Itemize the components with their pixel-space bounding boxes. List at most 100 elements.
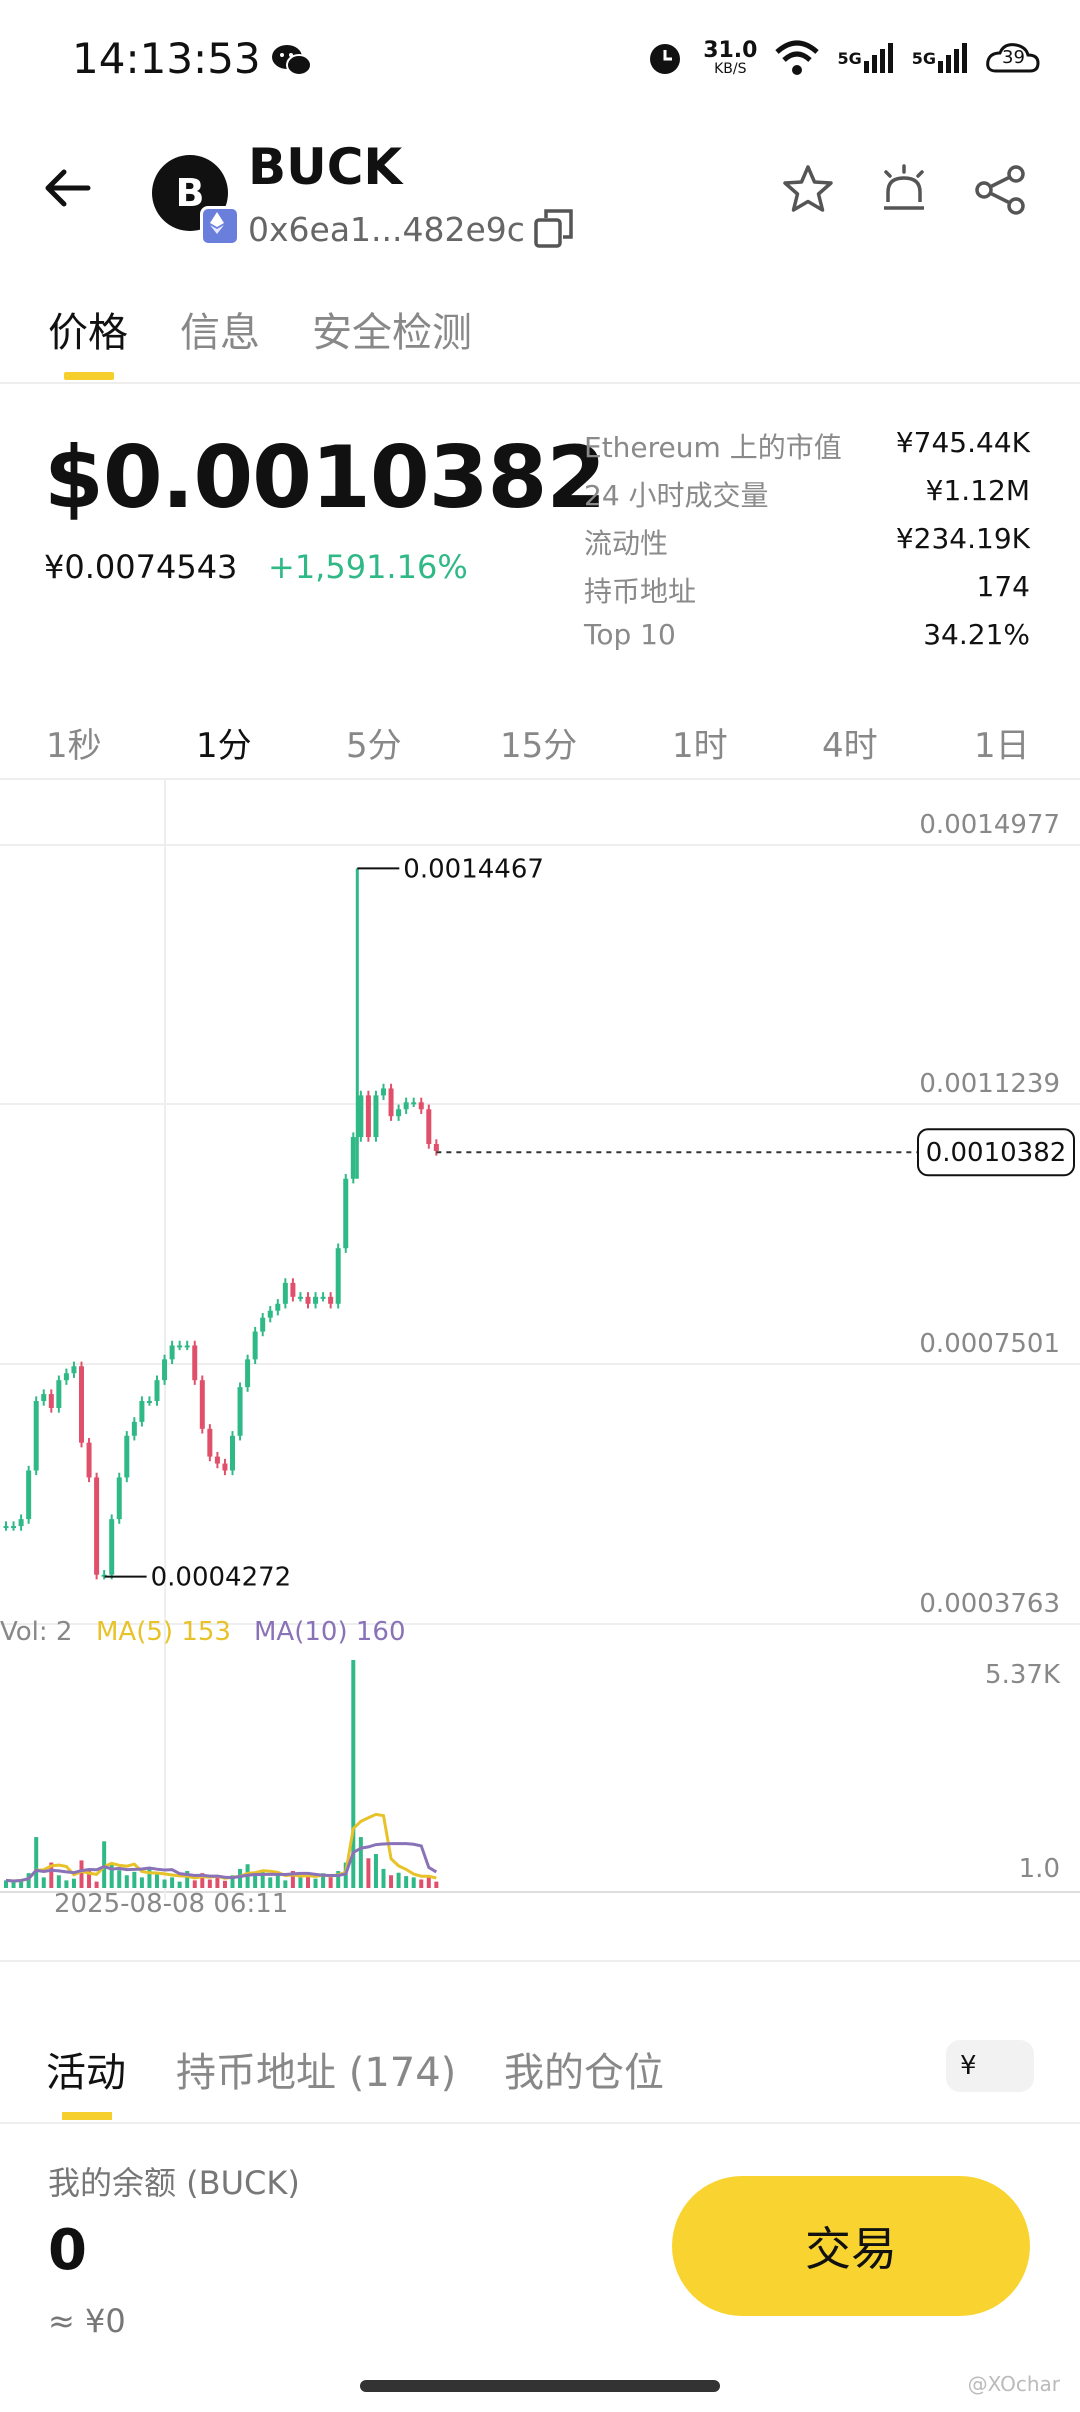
candle-body	[313, 1296, 319, 1304]
signal-2-label: 5G	[911, 48, 936, 68]
candle-body	[403, 1102, 409, 1110]
candle-body	[63, 1373, 69, 1381]
candle-body	[335, 1248, 341, 1304]
candle-body	[124, 1435, 130, 1478]
tab-holders[interactable]: 持币地址 (174)	[176, 2050, 457, 2096]
stat-label-market-cap: Ethereum 上的市值	[584, 431, 842, 464]
tab-info[interactable]: 信息	[180, 310, 260, 356]
candle-body	[373, 1095, 379, 1138]
volume-bar	[26, 1873, 31, 1888]
alarm-icon	[645, 38, 685, 78]
y-tick-label: 0.0014977	[919, 810, 1060, 840]
stat-label-top10: Top 10	[584, 618, 676, 651]
candle-body	[11, 1526, 17, 1529]
stat-label-volume: 24 小时成交量	[584, 479, 769, 512]
interval-1s[interactable]: 1秒	[46, 726, 102, 766]
volume-bar	[283, 1880, 288, 1888]
volume-bar	[351, 1660, 356, 1888]
trade-button[interactable]: 交易	[672, 2176, 1030, 2316]
wechat-icon	[270, 40, 314, 84]
watermark: @XOchar	[967, 2372, 1060, 2396]
candle-body	[222, 1463, 228, 1471]
price-chart[interactable]: 0.0014977 0.0011239 0.0007501 0.0003763 0.00…	[0, 780, 1080, 1920]
candle-body	[3, 1526, 9, 1529]
candle-body	[26, 1470, 32, 1520]
volume-bar	[124, 1875, 129, 1888]
volume-bar	[306, 1875, 310, 1888]
copy-address-button[interactable]	[532, 206, 576, 250]
candle-body	[433, 1144, 439, 1151]
interval-1m[interactable]: 1分	[196, 726, 252, 766]
favorite-button[interactable]	[780, 162, 836, 218]
interval-1d[interactable]: 1日	[974, 726, 1030, 766]
candle-body	[192, 1345, 198, 1381]
tab-my-position[interactable]: 我的仓位	[504, 2050, 664, 2096]
tab-security[interactable]: 安全检测	[312, 310, 472, 356]
candle-body	[418, 1102, 424, 1110]
candle-body	[101, 1574, 107, 1577]
stat-value-holders: 174	[976, 570, 1030, 603]
candle-body	[214, 1456, 220, 1464]
tab-price[interactable]: 价格	[48, 310, 128, 356]
home-indicator[interactable]	[360, 2380, 720, 2392]
volume-bar	[389, 1875, 394, 1888]
interval-5m[interactable]: 5分	[346, 726, 402, 766]
candle-body	[169, 1345, 175, 1360]
back-button[interactable]	[40, 160, 96, 216]
volume-bar	[117, 1870, 122, 1888]
volume-bar	[147, 1868, 152, 1888]
volume-bar	[79, 1860, 84, 1888]
volume-label: Vol: 2	[0, 1617, 72, 1647]
currency-toggle[interactable]: ¥	[946, 2040, 1034, 2092]
current-price-box	[917, 1128, 1075, 1177]
y-tick-label: 0.0007501	[919, 1329, 1060, 1359]
current-price-label: 0.0010382	[926, 1138, 1067, 1168]
signal-1-label: 5G	[837, 48, 862, 68]
candle-body	[184, 1345, 190, 1348]
tabs-divider	[0, 382, 1080, 384]
share-button[interactable]	[972, 162, 1028, 218]
volume-bar	[426, 1875, 431, 1888]
volume-bar	[275, 1874, 280, 1888]
volume-bar	[200, 1873, 205, 1888]
candle-body	[426, 1109, 432, 1145]
candle-body	[109, 1519, 115, 1575]
candle-body	[297, 1296, 303, 1299]
candle-body	[162, 1359, 168, 1381]
battery-level: 39	[1002, 47, 1025, 68]
y-tick-label: 0.0003763	[919, 1589, 1060, 1619]
candle-body	[154, 1380, 160, 1402]
interval-4h[interactable]: 4时	[822, 726, 878, 766]
price-alert-button[interactable]	[876, 162, 932, 218]
candle-body	[388, 1088, 394, 1117]
volume-bar	[419, 1879, 424, 1888]
ma10-label: MA(10) 160	[254, 1617, 405, 1647]
candle-body	[396, 1109, 402, 1117]
volume-min-label: 1.0	[1019, 1854, 1060, 1884]
candle-body	[199, 1380, 205, 1429]
ethereum-chain-icon	[200, 206, 240, 246]
tab-activity[interactable]: 活动	[46, 2050, 126, 2096]
volume-bar	[155, 1871, 159, 1888]
candle-body	[116, 1477, 122, 1520]
alarm-light-icon	[884, 164, 924, 210]
status-time: 14:13:53	[72, 34, 261, 83]
volume-bar	[4, 1880, 8, 1888]
candle-body	[86, 1442, 92, 1478]
y-tick-label: 0.0011239	[919, 1069, 1060, 1099]
token-name: BUCK	[248, 138, 403, 196]
candle-body	[41, 1394, 47, 1402]
candle-body	[207, 1428, 213, 1457]
candle-body	[350, 1137, 356, 1179]
volume-bar	[328, 1876, 333, 1888]
candle-body	[320, 1296, 326, 1299]
candle-body	[411, 1102, 417, 1105]
interval-15m[interactable]: 15分	[500, 726, 578, 766]
interval-1h[interactable]: 1时	[672, 726, 728, 766]
volume-bar	[94, 1881, 99, 1888]
candle-body	[237, 1387, 243, 1436]
candle-body	[177, 1345, 183, 1348]
volume-bar	[313, 1878, 318, 1888]
intervals-divider	[0, 778, 1080, 780]
volume-bar	[207, 1879, 212, 1888]
